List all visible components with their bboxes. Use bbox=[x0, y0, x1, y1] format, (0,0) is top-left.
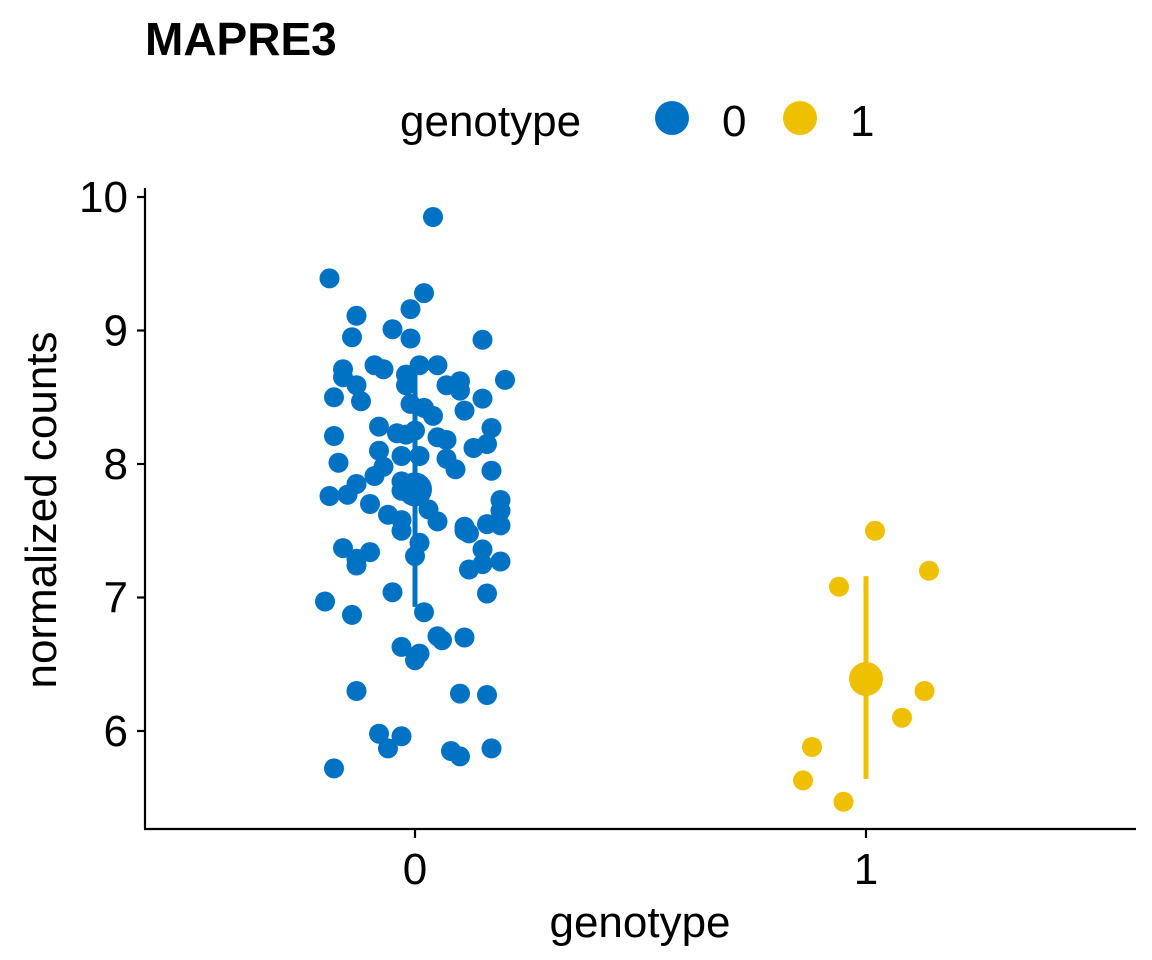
data-point-g0-90 bbox=[369, 723, 389, 744]
data-point-g0-79 bbox=[414, 602, 434, 623]
data-point-g1-4 bbox=[892, 707, 912, 728]
data-point-g0-29 bbox=[369, 416, 389, 437]
data-point-g0-67 bbox=[333, 538, 353, 559]
data-point-g0-3 bbox=[400, 299, 421, 320]
data-point-g0-4 bbox=[346, 305, 367, 326]
data-point-g1-2 bbox=[829, 576, 849, 597]
data-point-g0-51 bbox=[337, 484, 358, 505]
data-point-g0-77 bbox=[477, 583, 497, 604]
data-point-g0-24 bbox=[351, 391, 371, 412]
data-point-g0-27 bbox=[454, 400, 475, 421]
data-point-g0-1 bbox=[319, 268, 340, 289]
data-point-g0-91 bbox=[391, 726, 412, 747]
legend-title: genotype bbox=[400, 97, 581, 146]
data-point-g1-3 bbox=[914, 681, 935, 701]
data-point-g0-39 bbox=[369, 440, 389, 461]
data-point-g0-64 bbox=[459, 523, 479, 544]
data-point-g0-7 bbox=[400, 328, 421, 349]
data-point-g0-33 bbox=[396, 424, 416, 445]
data-point-g0-23 bbox=[472, 388, 493, 409]
data-point-g0-92 bbox=[378, 738, 398, 759]
data-point-g0-8 bbox=[472, 329, 493, 350]
y-axis-title: normalized counts bbox=[17, 331, 66, 688]
data-point-g0-0 bbox=[423, 207, 443, 227]
y-tick-label-6: 6 bbox=[104, 707, 128, 756]
legend: genotype 0 1 bbox=[400, 97, 874, 146]
x-tick-label-1: 1 bbox=[854, 845, 878, 894]
data-point-g0-80 bbox=[342, 604, 362, 625]
x-axis-title: genotype bbox=[549, 898, 730, 947]
data-point-g0-75 bbox=[459, 559, 479, 580]
y-tick-label-7: 7 bbox=[104, 574, 128, 623]
data-point-g0-65 bbox=[391, 520, 412, 541]
data-point-g0-59 bbox=[427, 511, 448, 532]
data-point-g0-18 bbox=[346, 375, 367, 396]
data-point-g0-56 bbox=[490, 500, 511, 521]
data-point-g0-61 bbox=[490, 515, 511, 536]
legend-label-0: 0 bbox=[722, 97, 746, 146]
data-point-g0-73 bbox=[346, 555, 367, 576]
mean-point-g0 bbox=[398, 472, 432, 507]
data-point-g0-54 bbox=[360, 494, 380, 514]
data-point-g0-78 bbox=[315, 591, 335, 612]
data-point-g1-0 bbox=[865, 520, 885, 541]
summary-layer bbox=[398, 371, 883, 780]
data-point-g0-38 bbox=[463, 438, 484, 458]
x-tick-label-0: 0 bbox=[403, 845, 427, 894]
data-point-g1-1 bbox=[919, 560, 939, 581]
legend-swatch-0 bbox=[655, 101, 689, 135]
data-point-g0-21 bbox=[450, 380, 470, 401]
legend-label-1: 1 bbox=[850, 97, 874, 146]
data-point-g1-6 bbox=[793, 770, 813, 791]
data-point-g0-43 bbox=[328, 452, 349, 473]
data-point-g0-19 bbox=[396, 375, 416, 396]
data-point-g0-45 bbox=[445, 459, 466, 480]
data-point-g0-28 bbox=[423, 405, 443, 426]
data-point-g0-69 bbox=[472, 539, 493, 560]
y-tick-label-8: 8 bbox=[104, 440, 128, 489]
data-point-g0-72 bbox=[490, 551, 511, 572]
y-tick-label-9: 9 bbox=[104, 307, 128, 356]
data-point-g0-83 bbox=[432, 630, 452, 651]
data-point-g0-11 bbox=[427, 355, 448, 376]
chart-title: MAPRE3 bbox=[145, 13, 337, 65]
data-point-g1-5 bbox=[802, 737, 822, 757]
data-point-g0-13 bbox=[373, 359, 394, 380]
legend-swatch-1 bbox=[783, 101, 817, 135]
data-point-g0-93 bbox=[481, 738, 502, 759]
data-point-g0-87 bbox=[346, 681, 367, 701]
points-layer bbox=[315, 207, 939, 812]
data-point-g0-96 bbox=[324, 758, 344, 779]
data-point-g0-82 bbox=[454, 627, 475, 648]
data-point-g0-30 bbox=[481, 418, 502, 438]
data-point-g0-22 bbox=[324, 387, 344, 408]
data-point-g0-34 bbox=[324, 426, 344, 446]
data-point-g0-40 bbox=[391, 446, 412, 466]
data-point-g0-89 bbox=[477, 685, 497, 705]
data-point-g0-47 bbox=[364, 466, 385, 486]
data-point-g0-36 bbox=[436, 430, 457, 450]
y-tick-label-10: 10 bbox=[79, 173, 128, 222]
data-point-g0-95 bbox=[450, 746, 470, 767]
mean-point-g1 bbox=[849, 661, 883, 696]
data-point-g0-6 bbox=[342, 327, 362, 348]
data-point-g0-88 bbox=[450, 683, 470, 704]
data-point-g0-2 bbox=[414, 283, 434, 304]
data-point-g0-16 bbox=[495, 369, 515, 390]
data-point-g0-46 bbox=[481, 460, 502, 481]
data-point-g0-84 bbox=[391, 636, 412, 657]
y-axis: 6 7 8 9 10 bbox=[79, 173, 147, 829]
data-point-g0-86 bbox=[405, 650, 425, 671]
data-point-g0-5 bbox=[382, 319, 403, 340]
data-point-g1-7 bbox=[833, 791, 854, 812]
data-point-g0-52 bbox=[319, 486, 340, 506]
data-point-g0-76 bbox=[382, 582, 403, 603]
